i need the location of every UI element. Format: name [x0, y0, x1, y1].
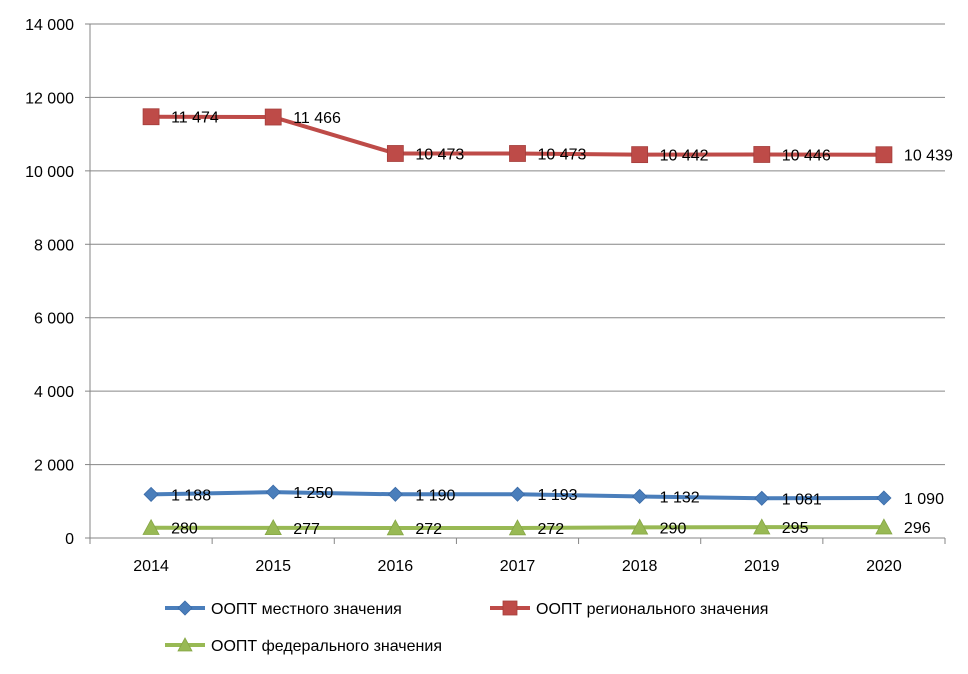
- data-label: 1 132: [660, 489, 700, 506]
- y-tick-label: 2 000: [34, 458, 74, 475]
- data-point-triangle: [630, 518, 649, 535]
- y-tick-label: 12 000: [25, 90, 74, 107]
- data-label: 290: [660, 520, 687, 537]
- data-point-triangle: [875, 518, 893, 535]
- x-tick-label: 2014: [133, 558, 169, 575]
- y-axis-tick-labels: 0 2 000 4 000 6 000 8 000 10 000 12 000 14 000: [25, 17, 74, 548]
- y-tick-label: 8 000: [34, 237, 74, 254]
- data-point-square: [142, 108, 160, 126]
- data-point-triangle: [386, 519, 405, 536]
- data-point-diamond: [754, 490, 770, 506]
- data-point-diamond: [143, 486, 159, 502]
- y-tick-label: 14 000: [25, 17, 74, 34]
- x-tick-label: 2016: [378, 558, 414, 575]
- data-label: 1 188: [171, 487, 211, 504]
- data-point-triangle: [753, 518, 771, 535]
- y-tick-label: 4 000: [34, 384, 74, 401]
- data-label: 10 442: [660, 148, 709, 165]
- legend-marker-square: [502, 600, 518, 616]
- data-label: 10 473: [415, 146, 464, 163]
- data-label: 280: [171, 521, 198, 538]
- data-point-diamond: [265, 484, 281, 500]
- legend: ООПТ местного значения ООПТ регионального…: [165, 600, 768, 655]
- x-tick-label: 2015: [255, 558, 291, 575]
- data-point-diamond: [876, 490, 892, 506]
- legend-item: ООПТ местного значения: [165, 600, 402, 618]
- data-point-triangle: [142, 518, 160, 535]
- data-point-triangle: [508, 519, 527, 536]
- gridlines: [90, 23, 945, 466]
- data-label: 10 446: [782, 147, 831, 164]
- y-tick-label: 0: [65, 531, 74, 548]
- data-labels: 1 188 1 250 1 190 1 193 1 132 1 081 1 090 11 47…: [171, 110, 953, 538]
- data-label: 11 474: [171, 110, 219, 127]
- legend-label: ООПТ местного значения: [211, 601, 402, 618]
- data-label: 272: [415, 521, 442, 538]
- x-tick-label: 2019: [744, 558, 780, 575]
- data-point-diamond: [509, 486, 526, 502]
- data-point-square: [264, 108, 282, 126]
- legend-marker-triangle: [177, 637, 193, 652]
- legend-label: ООПТ регионального значения: [536, 601, 768, 618]
- data-label: 1 081: [782, 491, 822, 508]
- data-label: 295: [782, 520, 809, 537]
- legend-label: ООПТ федерального значения: [211, 638, 442, 655]
- data-label: 1 250: [293, 485, 333, 502]
- axes: [85, 23, 946, 544]
- legend-item: ООПТ федерального значения: [165, 637, 442, 655]
- data-label: 10 473: [538, 146, 587, 163]
- data-point-square: [753, 146, 771, 163]
- data-point-square: [509, 145, 526, 162]
- series-group: [142, 108, 893, 536]
- data-label: 272: [538, 521, 565, 538]
- data-label: 1 190: [415, 487, 455, 504]
- x-tick-label: 2018: [622, 558, 658, 575]
- x-tick-label: 2020: [866, 558, 902, 575]
- y-tick-label: 10 000: [25, 164, 74, 181]
- data-point-square: [875, 146, 893, 164]
- legend-marker-diamond: [177, 600, 193, 616]
- y-tick-label: 6 000: [34, 311, 74, 328]
- x-tick-label: 2017: [500, 558, 536, 575]
- data-point-diamond: [387, 486, 403, 502]
- data-point-diamond: [632, 488, 648, 505]
- data-label: 10 439: [904, 148, 953, 165]
- data-label: 296: [904, 520, 931, 537]
- data-point-square: [631, 146, 649, 164]
- data-point-square: [386, 145, 404, 162]
- x-axis-tick-labels: 2014 2015 2016 2017 2018 2019 2020: [133, 558, 902, 575]
- data-label: 1 090: [904, 491, 944, 508]
- legend-item: ООПТ регионального значения: [490, 600, 768, 618]
- data-label: 11 466: [293, 110, 341, 127]
- data-point-triangle: [264, 518, 282, 536]
- data-label: 277: [293, 521, 320, 538]
- data-label: 1 193: [538, 487, 578, 504]
